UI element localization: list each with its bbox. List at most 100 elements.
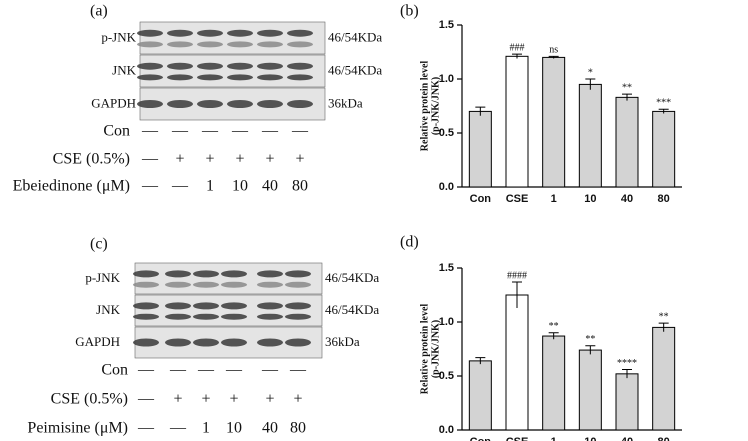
y-tick-label: 0.0 xyxy=(439,424,454,436)
x-tick-label: 80 xyxy=(658,193,670,205)
treatment-cell: — xyxy=(261,362,279,379)
blot-band xyxy=(227,74,253,81)
x-tick-label: Con xyxy=(470,193,492,205)
bar xyxy=(505,294,529,431)
bar xyxy=(652,110,676,188)
bar xyxy=(615,96,639,188)
blot-band xyxy=(287,29,313,37)
x-tick-label: 40 xyxy=(621,436,633,441)
blot-row-name: GAPDH xyxy=(91,95,136,110)
treatment-cell: 40 xyxy=(262,420,278,437)
blot-band xyxy=(227,29,253,37)
treatment-cell: + xyxy=(229,391,238,408)
error-bar xyxy=(512,281,522,308)
blot-row-name: p-JNK xyxy=(85,270,120,285)
x-tick-label: 1 xyxy=(551,436,557,441)
treatment-cell: — xyxy=(261,123,279,140)
x-tick-label: 1 xyxy=(551,193,557,205)
blot-band xyxy=(137,41,163,48)
y-tick-label: 0.5 xyxy=(439,127,454,139)
treatment-cell: + xyxy=(265,151,274,168)
x-tick-label: 80 xyxy=(658,436,670,441)
treatment-cell: — xyxy=(169,420,187,437)
blot-band xyxy=(257,62,283,70)
y-tick-label: 1.5 xyxy=(439,19,454,31)
blot-band xyxy=(221,313,247,320)
blot-strip xyxy=(139,54,326,88)
x-tick-label: 10 xyxy=(584,436,596,441)
y-axis-label: (p-JNK/JNK) xyxy=(430,320,441,378)
blot-band xyxy=(285,302,311,310)
bar xyxy=(578,349,602,431)
significance-label: ** xyxy=(622,82,632,93)
treatment-cell: + xyxy=(293,391,302,408)
treatment-cell: — xyxy=(141,178,159,195)
treatment-cell: 10 xyxy=(226,420,242,437)
treatment-cell: — xyxy=(169,362,187,379)
blot-band xyxy=(287,41,313,48)
blot-band xyxy=(197,100,223,108)
blot-band xyxy=(167,29,193,37)
blot-band xyxy=(285,270,311,278)
treatment-cell: — xyxy=(171,123,189,140)
blot-band xyxy=(227,41,253,48)
x-tick-label: CSE xyxy=(506,193,529,205)
treatment-cell: — xyxy=(197,362,215,379)
error-bar xyxy=(658,322,669,332)
blot-row-size: 46/54KDa xyxy=(325,302,379,317)
blot-band xyxy=(197,29,223,37)
blot-row-size: 46/54KDa xyxy=(328,62,382,77)
blot-band xyxy=(257,29,283,37)
error-bar xyxy=(548,332,559,340)
bar xyxy=(578,83,602,188)
y-axis-label: Relative protein level xyxy=(419,304,430,395)
treatment-cell: — xyxy=(137,420,155,437)
blot-band xyxy=(165,302,191,310)
error-bar xyxy=(622,93,632,101)
bar xyxy=(542,56,566,188)
blot-row-size: 46/54KDa xyxy=(325,270,379,285)
blot-band xyxy=(133,313,159,320)
treatment-cell: — xyxy=(171,178,189,195)
treatment-cell: + xyxy=(205,151,214,168)
bar xyxy=(505,55,529,188)
treatment-cell: + xyxy=(265,391,274,408)
blot-band xyxy=(193,313,219,320)
significance-label: #### xyxy=(507,270,527,281)
panel-label: (d) xyxy=(400,234,419,251)
blot-band xyxy=(167,74,193,81)
treatment-cell: — xyxy=(141,123,159,140)
blot-band xyxy=(221,302,247,310)
y-tick-label: 1.5 xyxy=(439,262,454,274)
error-bar xyxy=(658,108,669,114)
blot-band xyxy=(221,281,247,288)
blot-band xyxy=(137,62,163,70)
blot-band xyxy=(257,302,283,310)
treatment-cell: 1 xyxy=(202,420,210,437)
treatment-cell: 40 xyxy=(262,178,278,195)
blot-band xyxy=(257,270,283,278)
y-tick-label: 1.0 xyxy=(439,73,454,85)
panel-label: (a) xyxy=(90,3,108,20)
blot-band xyxy=(167,41,193,48)
blot-band xyxy=(287,62,313,70)
treatment-cell: — xyxy=(289,362,307,379)
error-bar xyxy=(475,106,486,116)
blot-band xyxy=(137,29,163,37)
blot-band xyxy=(257,100,283,108)
blot-band xyxy=(193,302,219,310)
treatment-cell: 1 xyxy=(206,178,214,195)
panel-label: (b) xyxy=(400,3,419,20)
bar xyxy=(468,360,492,431)
blot-band xyxy=(133,338,159,347)
blot-band xyxy=(133,302,159,310)
x-tick-label: 40 xyxy=(621,193,633,205)
x-tick-label: Con xyxy=(470,436,492,441)
significance-label: ns xyxy=(549,45,558,56)
blot-band xyxy=(133,281,159,288)
treatment-name: CSE (0.5%) xyxy=(51,391,128,408)
y-axis-label: (p-JNK/JNK) xyxy=(430,77,441,135)
treatment-name: Con xyxy=(101,362,128,379)
treatment-cell: + xyxy=(201,391,210,408)
